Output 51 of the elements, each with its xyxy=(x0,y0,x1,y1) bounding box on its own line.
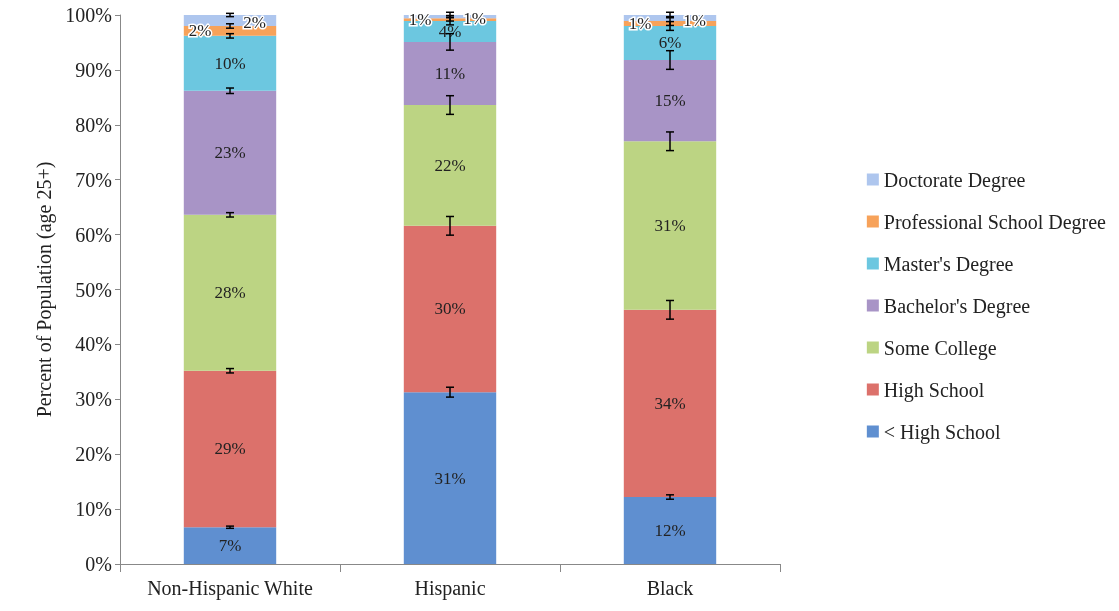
bar xyxy=(623,497,717,564)
x-tick-label: Black xyxy=(646,577,694,599)
data-label: 4% xyxy=(438,21,462,41)
bar xyxy=(183,214,277,371)
data-label: 12% xyxy=(654,521,686,541)
y-tick-label: 100% xyxy=(65,4,112,26)
data-label: 2% xyxy=(188,21,212,41)
y-tick-label: 10% xyxy=(75,498,112,521)
y-tick-label: 30% xyxy=(75,388,112,411)
bar xyxy=(183,527,277,564)
y-tick-label: 0% xyxy=(85,553,112,575)
bar xyxy=(183,35,277,91)
y-tick-label: 70% xyxy=(75,168,112,191)
bar xyxy=(623,60,717,142)
data-label: 28% xyxy=(214,283,246,303)
data-label: 11% xyxy=(434,63,466,83)
y-tick-label: 20% xyxy=(75,443,112,466)
bar xyxy=(403,41,497,106)
legend-label: Master's Degree xyxy=(883,252,1014,276)
legend-label: Doctorate Degree xyxy=(883,168,1026,192)
y-axis-title: Percent of Population (age 25+) xyxy=(33,161,57,418)
data-label: 31% xyxy=(434,468,466,488)
bar xyxy=(403,392,497,564)
legend-label: Some College xyxy=(883,336,997,360)
data-label: 30% xyxy=(434,299,466,319)
data-label: 10% xyxy=(214,53,246,73)
bar xyxy=(623,141,717,310)
legend-label: Bachelor's Degree xyxy=(883,294,1031,318)
bar xyxy=(183,90,277,215)
data-label: 34% xyxy=(654,393,686,413)
data-label: 23% xyxy=(214,143,246,163)
data-label: 29% xyxy=(214,439,246,459)
y-tick-label: 50% xyxy=(75,278,112,301)
legend-label: High School xyxy=(883,378,985,402)
y-tick-label: 40% xyxy=(75,333,112,356)
y-tick-label: 90% xyxy=(75,58,112,81)
bar xyxy=(183,370,277,528)
bar xyxy=(403,105,497,226)
legend-label: Professional School Degree xyxy=(883,210,1107,234)
bar xyxy=(623,309,717,498)
data-label: 22% xyxy=(434,155,466,175)
legend-label: < High School xyxy=(883,420,1002,444)
data-label: 6% xyxy=(658,33,682,53)
y-tick-label: 80% xyxy=(75,113,112,136)
data-label: 31% xyxy=(654,216,686,236)
x-tick-label: Hispanic xyxy=(414,577,486,600)
x-tick-label: Non-Hispanic White xyxy=(147,577,313,600)
bar xyxy=(403,225,497,393)
data-label: 15% xyxy=(654,91,686,111)
data-label: 7% xyxy=(218,536,242,556)
y-tick-label: 60% xyxy=(75,223,112,246)
